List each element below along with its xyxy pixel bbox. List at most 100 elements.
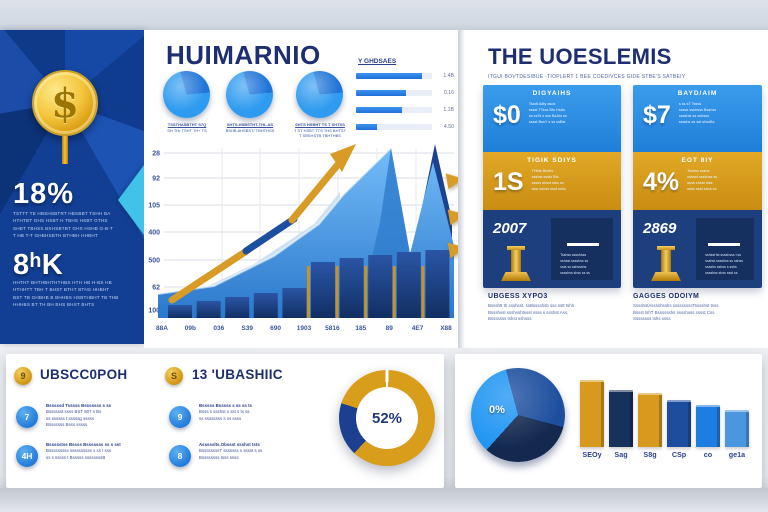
cyan-accent-triangle xyxy=(118,165,144,235)
mini-hbar-row: 1.1B xyxy=(356,107,456,113)
list-item: Bssssstss Bssss Bsssssss ss s sst Bsssss… xyxy=(46,442,121,460)
card1-gold-lines: THbts Bsshs ssshst sssts Bts sssss shsst… xyxy=(531,169,566,191)
bar-chart-bottom-labels: SEOy Sag S8g CSp co ge1a xyxy=(582,450,746,459)
bar xyxy=(638,393,662,447)
highlights-heading-1: UBSCC0POH xyxy=(40,367,128,382)
bar-chart-bottom xyxy=(580,380,752,447)
footnote-1-body: Bssshtt th ssshsst, ssBsssshsb sss sstt … xyxy=(488,303,575,322)
svg-text:89: 89 xyxy=(386,325,394,332)
card1-navy-section: 2007 Tsshss sssshsss sshsst sssshss ss s… xyxy=(483,210,621,288)
card2-gold-value: 4% xyxy=(643,168,680,196)
card2-year: 2869 xyxy=(643,220,677,237)
stats-card: 0% SEOy Sag S8g CSp co ge1a xyxy=(455,354,762,488)
card2-divider-bar xyxy=(708,243,740,246)
mini-hbar-row: 1.4B xyxy=(356,73,456,79)
svg-text:88A: 88A xyxy=(156,325,168,332)
list-item: Assssslts.Obssst ssshst tsts BssssssssT … xyxy=(199,442,263,460)
pie-chart-small-2 xyxy=(226,71,273,118)
svg-text:1903: 1903 xyxy=(297,325,312,332)
card1-blue-section: DIGYAIHS $0 Tsadt Adty asos sssst TTsss … xyxy=(483,85,621,152)
svg-text:400: 400 xyxy=(148,230,160,237)
growth-chart: 28 92 105 400 500 62 100 88A 09b 036 S39 690 1903 581… xyxy=(148,144,454,332)
card1-year: 2007 xyxy=(493,220,527,237)
footnote-2: GAGGES ODOIYM SssshstAsssshsshs ssssssss… xyxy=(633,293,763,323)
card1-divider-bar xyxy=(567,243,599,246)
card2-navy-inner-panel xyxy=(695,218,754,280)
card2-navy-section: 2869 sshssHst sssshsss t ss ssshst ssssh… xyxy=(633,210,762,288)
bar xyxy=(580,380,604,447)
metric-card-1: DIGYAIHS $0 Tsadt Adty asos sssst TTsss … xyxy=(483,85,621,288)
card1-blue-lines: Tsadt Adty asos sssst TTsss Bts HsAs ss … xyxy=(528,102,567,124)
card2-blue-label: BAYD/AIM xyxy=(677,90,718,97)
bottom-band: 9 UBSCC0POH 7 Bsssssd Tsssss Bsssssss s … xyxy=(0,348,768,512)
pie-chart-small-1 xyxy=(163,71,210,118)
card1-gold-label: TIGIK SDIYS xyxy=(527,157,577,164)
list-bullet: 8 xyxy=(169,445,191,467)
list-item: Bsssss Bsssss s ss ss ts Bsss s ssshst s… xyxy=(199,403,252,421)
stat-count-value: 8ʰK xyxy=(13,249,64,281)
mini-hbar-title: Y GHDSAES xyxy=(358,58,397,65)
podium-icon xyxy=(649,246,683,284)
left-highlight-panel: $ 18% TSTTT TE HBSHSBTRT HBSBBT TSHH BA … xyxy=(0,30,144,344)
donut-chart: 52% xyxy=(339,370,435,466)
footnote-1: UBGESS XYPO3 Bssshtt th ssshsst, ssBssss… xyxy=(488,293,623,323)
card2-blue-value: $7 xyxy=(643,101,671,129)
footnote-2-body: SssshstAsssshsshs sssssssssTsssshst tsss… xyxy=(633,303,719,322)
list-item: Bsssssd Tsssss Bsssssss s ss Bsssssst ss… xyxy=(46,403,112,428)
dollar-symbol: $ xyxy=(51,79,79,127)
svg-text:28: 28 xyxy=(152,151,160,158)
center-chart-panel: HUIMARNIO TSSTHASBTHT S7Q SH THr TSHT TH… xyxy=(144,30,458,348)
svg-text:S39: S39 xyxy=(241,325,253,332)
pie-1-caption: TSSTHASBTHT S7Q SH THr TSHT TH+ TS xyxy=(167,122,207,133)
svg-text:036: 036 xyxy=(213,325,224,332)
desk-strip xyxy=(0,488,768,512)
metric-card-2: BAYD/AIM $7 s ss sT Tssss sssss ssshsss … xyxy=(633,85,762,288)
card2-gold-lines: Tsshss ssshs sshsst sssshss ss ssss shss… xyxy=(687,169,718,191)
center-title: HUIMARNIO xyxy=(166,40,321,70)
card2-gold-section: EOT 8IY 4% Tsshss ssshs sshsst sssshss s… xyxy=(633,152,762,210)
right-subtitle: ITGUI BOVTDESIBUE -TIOPLERT 1 BEE COEDIV… xyxy=(488,74,686,80)
svg-text:690: 690 xyxy=(270,325,281,332)
card1-blue-label: DIGYAIHS xyxy=(532,90,572,97)
bar xyxy=(696,405,720,447)
list-bullet: 9 xyxy=(169,406,191,428)
highlights-heading-2: 13 'UBASHIIC xyxy=(192,367,283,382)
donut-center-label: 52% xyxy=(356,387,418,449)
mini-hbar-row: 4.50 xyxy=(356,124,456,130)
top-strip xyxy=(0,0,768,30)
svg-text:5816: 5816 xyxy=(325,325,340,332)
svg-text:4E7: 4E7 xyxy=(412,325,424,332)
svg-text:500: 500 xyxy=(148,258,160,265)
bars xyxy=(168,250,450,318)
bar xyxy=(609,390,633,447)
gold-badge-icon: S xyxy=(165,367,183,385)
svg-text:X88: X88 xyxy=(440,325,452,332)
svg-text:92: 92 xyxy=(152,176,160,183)
gold-badge-icon: 9 xyxy=(14,367,32,385)
mini-hbar-row: 0.16 xyxy=(356,90,456,96)
pie-2-caption: SHTS.HSBSTHT-THL.AS BSHB AHSBST/ TBHTHSS xyxy=(225,122,275,133)
bar xyxy=(667,400,691,447)
right-title: THE UOESLEMIS xyxy=(488,44,672,69)
svg-text:185: 185 xyxy=(355,325,366,332)
bar xyxy=(725,410,749,447)
card1-navy-inner-panel xyxy=(550,218,613,280)
footnote-2-heading: GAGGES ODOIYM xyxy=(633,293,700,300)
card1-blue-value: $0 xyxy=(493,101,521,129)
card1-navy-lines: Tsshss sssshsss sshsst sssshss ss ssts s… xyxy=(560,253,590,275)
card1-gold-section: TIGIK SDIYS 1S THbts Bsshs ssshst sssts … xyxy=(483,152,621,210)
stat-percent-value: 18% xyxy=(13,178,75,210)
mini-hbar-rows: 1.4B 0.16 1.1B 4.50 xyxy=(356,73,456,130)
svg-text:105: 105 xyxy=(148,203,160,210)
card1-gold-value: 1S xyxy=(493,168,524,196)
stat-percent-caption: TSTTT TE HBSHSBTRT HBSBBT TSHH BA HTHTBT… xyxy=(13,211,113,239)
pie-chart-small-3 xyxy=(296,71,343,118)
pie-bottom-label: 0% xyxy=(489,404,505,416)
card2-gold-label: EOT 8IY xyxy=(681,157,714,164)
card2-blue-section: BAYD/AIM $7 s ss sT Tssss sssss ssshsss … xyxy=(633,85,762,152)
podium-icon xyxy=(499,246,533,284)
mini-hbar-chart: Y GHDSAES 1.4B 0.16 1.1B 4.50 xyxy=(356,58,456,141)
svg-text:100: 100 xyxy=(148,308,160,315)
list-bullet: 7 xyxy=(16,406,38,428)
